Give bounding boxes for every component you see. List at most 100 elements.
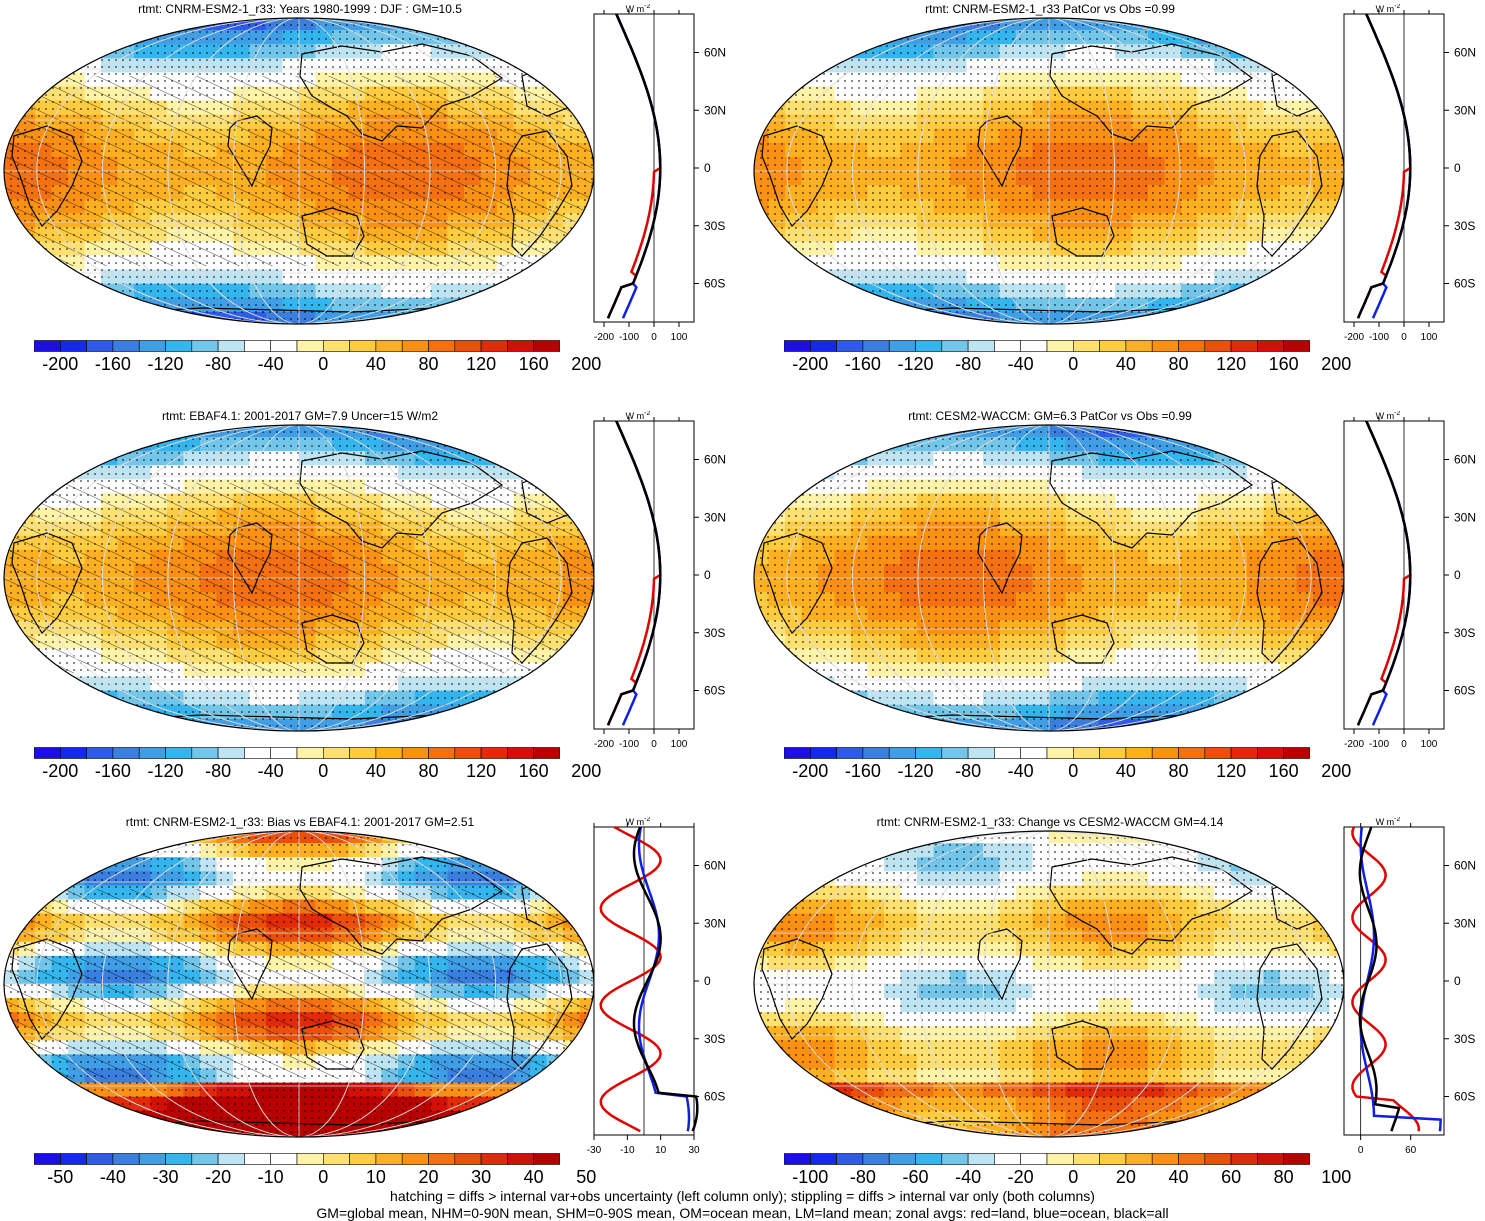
zonal-tick-label: -100 (619, 739, 639, 750)
zonal-units-label: W m-2 (626, 4, 651, 14)
colorbar-swatch (428, 747, 456, 759)
colorbar-swatch (507, 340, 534, 352)
colorbar-swatch (1151, 1153, 1179, 1165)
colorbar-swatch (994, 1153, 1021, 1165)
colorbar-tick-label: -40 (99, 1167, 126, 1187)
latitude-label: 0 (1454, 161, 1461, 175)
colorbar-tick-label: 200 (571, 761, 602, 781)
panel-6: rtmt: CNRM-ESM2-1_r33: Change vs CESM2-W… (750, 813, 1485, 1220)
panel-title: rtmt: CNRM-ESM2-1_r33: Change vs CESM2-W… (876, 815, 1224, 829)
zonal-mean-plot: W m-2 60N 30N 0 30S 60S -200 -100 0 100 (1343, 4, 1476, 343)
zonal-tick-label: 0 (1401, 332, 1407, 343)
colorbar-swatch (888, 1153, 916, 1165)
colorbar-swatch (296, 747, 324, 759)
colorbar-swatch (809, 747, 837, 759)
colorbar-swatch (784, 340, 811, 352)
colorbar-swatch (862, 747, 890, 759)
latitude-label: 30N (704, 510, 726, 524)
panel-title: rtmt: CNRM-ESM2-1_r33: Bias vs EBAF4.1: … (125, 815, 475, 829)
colorbar-tick-label: 0 (318, 354, 329, 374)
colorbar-tick-label: -200 (42, 761, 79, 781)
zonal-ocean-curve (637, 826, 691, 1132)
colorbar-swatch (1125, 1153, 1153, 1165)
colorbar-swatch (480, 340, 508, 352)
colorbar-swatch (112, 1153, 140, 1165)
colorbar-tick-label: -200 (42, 354, 79, 374)
colorbar-tick-label: -80 (955, 761, 982, 781)
colorbar-labels: -200 -160 -120 -80 -40 0 40 80 120 160 200 (770, 354, 1351, 376)
zonal-tick-label: 100 (1421, 739, 1438, 750)
coastline (977, 522, 1023, 595)
coastline (299, 43, 504, 142)
latitude-label: 30S (1454, 1032, 1475, 1046)
latitude-label: 0 (704, 974, 711, 988)
colorbar-swatch (1046, 340, 1074, 352)
colorbar-swatch (165, 747, 193, 759)
colorbar-swatch (86, 1153, 114, 1165)
zonal-tick-label: 100 (671, 332, 688, 343)
colorbar-swatch (915, 747, 943, 759)
colorbar-swatch (967, 1153, 995, 1165)
colorbar-swatch (994, 747, 1021, 759)
latitude-label: 60S (1454, 1090, 1475, 1104)
colorbar-swatch (1230, 1153, 1258, 1165)
coastline (301, 207, 365, 257)
colorbar (34, 747, 560, 759)
colorbar-tick-label: 30 (471, 1167, 492, 1187)
coastline (299, 450, 504, 549)
colorbar-swatch (941, 747, 969, 759)
colorbar-swatch (244, 340, 271, 352)
zonal-land-curve (1356, 420, 1412, 726)
colorbar-swatch (1178, 1153, 1206, 1165)
zonal-tick-label: -100 (1369, 739, 1389, 750)
colorbar (34, 340, 560, 352)
colorbar-tick-label: 120 (466, 761, 497, 781)
colorbar-swatch (401, 747, 429, 759)
panel-title: rtmt: CNRM-ESM2-1_r33: Years 1980-1999 :… (138, 2, 462, 16)
colorbar-tick-label: 80 (1168, 761, 1189, 781)
zonal-all-curve (606, 13, 662, 319)
colorbar-swatch (507, 747, 534, 759)
colorbar-tick-label: -40 (1007, 354, 1034, 374)
colorbar-swatch (34, 340, 61, 352)
colorbar-swatch (1230, 340, 1258, 352)
coastline (1051, 207, 1115, 257)
colorbar-swatch (1072, 747, 1100, 759)
panel-1: rtmt: CNRM-ESM2-1_r33: Years 1980-1999 :… (0, 0, 742, 407)
zonal-land-curve (606, 13, 662, 319)
colorbar (34, 1153, 560, 1165)
colorbar-swatch (428, 340, 456, 352)
colorbar-swatch (86, 747, 114, 759)
colorbar-swatch (296, 340, 324, 352)
robinson-map (3, 17, 595, 325)
coastline (11, 938, 83, 1040)
colorbar-swatch (836, 340, 864, 352)
zonal-tick-label: 60 (1405, 1145, 1417, 1156)
colorbar-swatch (349, 340, 377, 352)
latitude-label: 30N (704, 916, 726, 930)
colorbar-tick-label: -200 (792, 354, 829, 374)
colorbar-swatch (809, 1153, 837, 1165)
colorbar-swatch (1257, 747, 1284, 759)
coastline (761, 125, 833, 227)
robinson-map (753, 17, 1345, 325)
zonal-tick-label: 100 (671, 739, 688, 750)
colorbar-swatch (862, 1153, 890, 1165)
colorbar-swatch (994, 340, 1021, 352)
colorbar-swatch (1125, 747, 1153, 759)
latitude-label: 30N (1454, 916, 1476, 930)
latitude-label: 60N (704, 859, 726, 873)
latitude-label: 30N (1454, 510, 1476, 524)
coastline (761, 938, 833, 1040)
colorbar-swatch (836, 747, 864, 759)
colorbar-swatch (862, 340, 890, 352)
colorbar-swatch (138, 340, 166, 352)
latitude-label: 30N (1454, 103, 1476, 117)
coastline (1051, 614, 1115, 664)
colorbar-tick-label: -40 (1007, 761, 1034, 781)
coastline (301, 614, 365, 664)
colorbar-swatch (454, 340, 482, 352)
colorbar-swatch (165, 1153, 193, 1165)
colorbar-tick-label: 10 (365, 1167, 386, 1187)
zonal-mean-plot: W m-2 60N 30N 0 30S 60S 0 60 (1343, 817, 1476, 1156)
